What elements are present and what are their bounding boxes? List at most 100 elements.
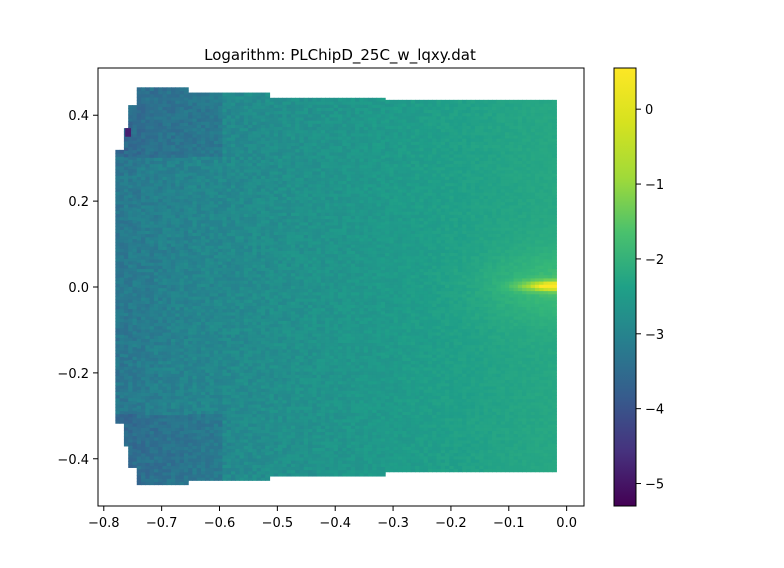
heatmap-cell [209, 248, 215, 253]
heatmap-cell [260, 461, 266, 465]
heatmap-cell [278, 377, 283, 382]
heatmap-cell [132, 324, 138, 329]
heatmap-cell [243, 216, 249, 221]
heatmap-cell [239, 400, 245, 405]
heatmap-cell [235, 206, 241, 211]
heatmap-cell [192, 340, 198, 345]
heatmap-cell [183, 351, 189, 355]
heatmap-cell [226, 105, 232, 110]
heatmap-cell [175, 370, 181, 374]
heatmap-cell [200, 429, 206, 434]
heatmap-cell [243, 194, 249, 199]
heatmap-cell [226, 257, 232, 262]
heatmap-cell [196, 388, 202, 392]
heatmap-cell [278, 285, 283, 290]
heatmap-cell [171, 204, 176, 209]
heatmap-cell [265, 295, 271, 300]
heatmap-cell [278, 126, 283, 131]
heatmap-cell [183, 325, 189, 330]
heatmap-cell [235, 168, 241, 173]
heatmap-cell [269, 386, 275, 391]
heatmap-cell [145, 138, 151, 142]
heatmap-cell [153, 277, 159, 282]
heatmap-cell [226, 318, 232, 322]
heatmap-cell [141, 290, 146, 295]
heatmap-cell [213, 168, 219, 173]
heatmap-cell [179, 471, 185, 476]
heatmap-cell [141, 366, 146, 371]
heatmap-cell [205, 349, 211, 354]
heatmap-cell [218, 124, 223, 129]
heatmap-cell [183, 414, 189, 419]
heatmap-cell [269, 396, 275, 401]
heatmap-cell [171, 246, 176, 250]
heatmap-cell [123, 236, 129, 240]
heatmap-cell [196, 308, 202, 313]
heatmap-cell [256, 416, 262, 421]
heatmap-cell [136, 179, 142, 184]
heatmap-cell [218, 362, 223, 367]
heatmap-cell [286, 390, 292, 394]
heatmap-cell [252, 346, 258, 351]
heatmap-cell [136, 160, 142, 165]
heatmap-cell [158, 223, 164, 228]
heatmap-cell [239, 140, 245, 145]
heatmap-cell [179, 351, 185, 355]
heatmap-cell [132, 238, 138, 243]
heatmap-cell [213, 114, 219, 119]
heatmap-cell [209, 302, 215, 307]
heatmap-cell [239, 127, 245, 132]
heatmap-cell [128, 378, 134, 383]
heatmap-cell [235, 473, 241, 478]
heatmap-cell [123, 360, 129, 364]
heatmap-cell [145, 258, 151, 263]
heatmap-cell [158, 332, 164, 336]
heatmap-cell [209, 365, 215, 370]
heatmap-cell [273, 472, 279, 477]
heatmap-cell [166, 440, 172, 444]
heatmap-cell [188, 321, 194, 326]
heatmap-cell [205, 264, 211, 268]
heatmap-cell [205, 95, 211, 100]
heatmap-cell [196, 324, 202, 329]
heatmap-cell [243, 143, 249, 148]
heatmap-cell [188, 388, 194, 392]
heatmap-cell [175, 227, 181, 231]
heatmap-cell [141, 211, 146, 216]
heatmap-cell [205, 343, 211, 348]
heatmap-cell [256, 130, 262, 135]
heatmap-cell [200, 114, 206, 119]
heatmap-cell [196, 321, 202, 326]
heatmap-cell [179, 147, 185, 152]
heatmap-cell [252, 194, 258, 199]
heatmap-cell [115, 343, 121, 348]
heatmap-cell [153, 347, 159, 352]
heatmap-cell [265, 178, 271, 183]
heatmap-cell [235, 426, 241, 430]
heatmap-cell [205, 219, 211, 224]
heatmap-cell [260, 349, 266, 354]
heatmap-cell [166, 103, 172, 107]
heatmap-cell [192, 117, 198, 122]
heatmap-cell [278, 132, 283, 137]
heatmap-cell [243, 397, 249, 402]
heatmap-cell [132, 149, 138, 154]
heatmap-cell [265, 343, 271, 348]
heatmap-cell [149, 173, 155, 177]
heatmap-cell [230, 222, 236, 227]
heatmap-cell [115, 149, 121, 154]
heatmap-cell [260, 419, 266, 424]
heatmap-cell [123, 201, 129, 205]
heatmap-cell [218, 477, 223, 481]
heatmap-cell [179, 401, 185, 406]
heatmap-cell [226, 353, 232, 357]
heatmap-cell [243, 276, 249, 281]
heatmap-cell [183, 481, 189, 486]
heatmap-cell [153, 112, 159, 117]
heatmap-cell [183, 370, 189, 374]
heatmap-cell [179, 338, 185, 343]
heatmap-cell [141, 401, 146, 406]
heatmap-cell [179, 201, 185, 206]
heatmap-cell [188, 105, 194, 110]
heatmap-cell [145, 405, 151, 409]
